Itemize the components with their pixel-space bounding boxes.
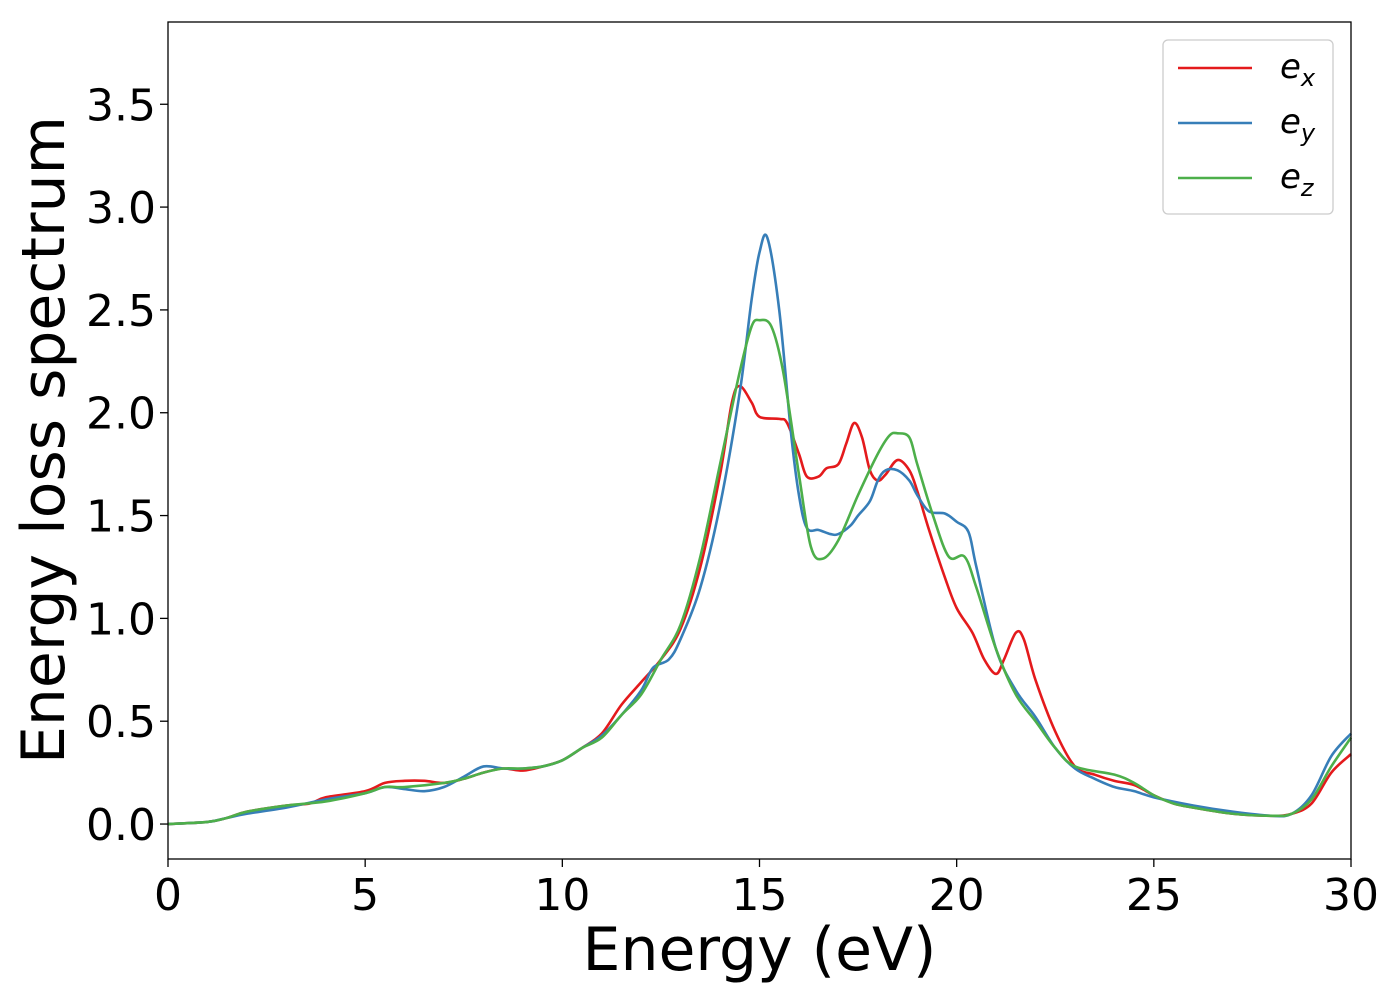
y-tick-label: 2.5 — [86, 286, 156, 337]
y-tick-label: 3.5 — [86, 80, 156, 131]
y-tick-label: 0.0 — [86, 800, 156, 851]
y-tick-label: 1.0 — [86, 594, 156, 645]
x-tick-label: 0 — [154, 870, 182, 921]
series-layer — [167, 233, 1353, 826]
series-line-ex — [167, 384, 1352, 826]
y-tick-label: 2.0 — [86, 389, 156, 440]
x-tick-label: 10 — [534, 870, 590, 921]
y-tick-label: 3.0 — [86, 183, 156, 234]
legend-box — [1162, 39, 1334, 215]
legend-label-ex: ex — [1280, 47, 1316, 92]
x-axis-label: Energy (eV) — [583, 915, 937, 985]
y-tick-label: 0.5 — [86, 697, 156, 748]
x-tick-label: 25 — [1126, 870, 1182, 921]
x-axis: 0 5 10 15 20 25 30 — [154, 859, 1379, 921]
y-axis-label: Energy loss spectrum — [9, 116, 79, 764]
x-tick-label: 5 — [351, 870, 379, 921]
y-tick-label: 1.5 — [86, 492, 156, 543]
series-line-ez — [167, 318, 1353, 826]
series-line-ey — [167, 233, 1352, 826]
x-tick-label: 15 — [732, 870, 788, 921]
y-axis: 0.0 0.5 1.0 1.5 2.0 2.5 3.0 3.5 — [86, 80, 168, 851]
x-tick-label: 30 — [1323, 870, 1379, 921]
x-tick-label: 20 — [929, 870, 985, 921]
legend-label-ey: ey — [1280, 102, 1316, 147]
